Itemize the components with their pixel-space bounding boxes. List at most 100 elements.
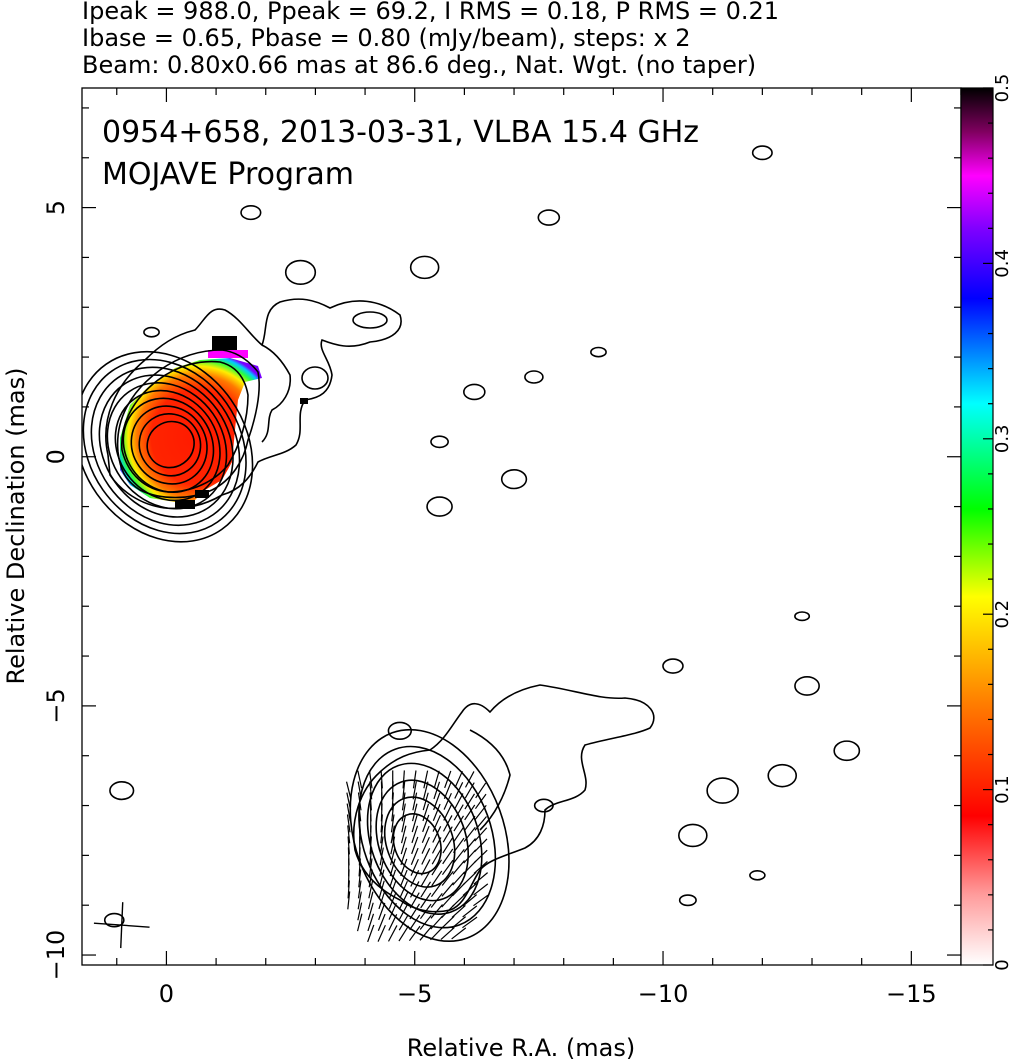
core-contour <box>122 397 215 494</box>
evpa-stick <box>473 860 488 874</box>
evpa-stick <box>464 782 475 799</box>
noise-contour <box>706 777 739 804</box>
x-tick-label: 0 <box>159 980 174 1008</box>
noise-contour <box>662 658 684 674</box>
evpa-stick <box>356 913 363 932</box>
evpa-stick <box>440 926 455 940</box>
core-contour-3 <box>121 360 249 493</box>
evpa-stick <box>462 882 477 896</box>
plot-frame <box>81 87 962 966</box>
noise-contour <box>833 740 861 762</box>
evpa-stick <box>462 905 478 918</box>
evpa-stick <box>463 849 477 864</box>
evpa-stick <box>411 836 419 855</box>
evpa-stick <box>410 858 419 876</box>
jet-ridge-contour <box>469 729 511 831</box>
noise-contour <box>678 823 708 848</box>
noise-contour <box>409 255 440 280</box>
evpa-stick <box>451 893 466 908</box>
evpa-vectors <box>345 770 489 943</box>
jet-contour <box>392 813 442 875</box>
evpa-stick <box>398 914 409 931</box>
evpa-stick <box>367 891 374 910</box>
evpa-stick <box>474 827 488 842</box>
evpa-stick <box>387 925 398 942</box>
evpa-stick <box>388 891 397 909</box>
evpa-stick <box>473 872 489 885</box>
evpa-stick <box>430 915 444 930</box>
evpa-stick <box>400 847 408 866</box>
noise-contour <box>533 798 554 813</box>
evpa-stick <box>399 869 408 887</box>
evpa-stick <box>411 803 418 822</box>
axis-ticks <box>82 88 962 965</box>
x-tick-label: −10 <box>638 980 689 1008</box>
evpa-stick <box>421 836 430 854</box>
polarization-edge-top2 <box>208 350 248 358</box>
evpa-stick <box>358 869 362 888</box>
evpa-stick <box>422 792 429 811</box>
evpa-stick <box>411 825 419 844</box>
noise-contour <box>143 326 160 338</box>
evpa-stick <box>409 914 421 931</box>
evpa-stick <box>422 814 430 833</box>
evpa-stick <box>390 814 395 833</box>
evpa-stick <box>346 792 352 811</box>
evpa-stick <box>347 880 350 899</box>
evpa-stick <box>378 869 385 888</box>
evpa-stick <box>380 814 383 833</box>
evpa-stick <box>389 880 397 899</box>
chart-subtitle: MOJAVE Program <box>102 157 354 192</box>
evpa-stick <box>453 804 464 821</box>
core-contour <box>138 413 202 477</box>
noise-contour <box>751 145 773 161</box>
evpa-stick <box>420 881 432 898</box>
evpa-stick <box>453 826 465 843</box>
evpa-stick <box>357 770 363 789</box>
evpa-stick <box>402 770 405 789</box>
noise-contour <box>524 370 544 384</box>
evpa-stick <box>463 826 476 842</box>
evpa-stick <box>358 858 361 877</box>
evpa-stick <box>430 926 444 941</box>
colorbar-tick-label: 0 <box>992 959 1013 970</box>
evpa-stick <box>412 770 417 789</box>
evpa-stick <box>410 847 419 865</box>
beam-marker <box>93 902 150 949</box>
noise-contour <box>678 894 697 907</box>
evpa-stick <box>462 871 477 886</box>
core-contour <box>130 405 208 485</box>
evpa-stick <box>451 904 466 918</box>
noise-contour <box>794 611 811 622</box>
axis-tick-labels: 0 −5 −10 −15 −10 −5 0 5 <box>42 200 937 1008</box>
evpa-stick <box>412 781 417 800</box>
evpa-stick <box>419 914 432 930</box>
evpa-stick <box>377 913 386 931</box>
evpa-stick <box>420 859 431 876</box>
core-envelope-contour <box>105 298 402 510</box>
evpa-stick <box>378 891 386 910</box>
colorbar-ticks <box>983 87 993 966</box>
evpa-stick <box>442 837 454 854</box>
evpa-stick <box>464 804 476 821</box>
core-contour-2 <box>116 349 260 499</box>
colorbar-tick-label: 0.1 <box>992 775 1013 804</box>
evpa-stick <box>464 793 476 810</box>
evpa-stick <box>389 847 396 866</box>
evpa-stick <box>400 836 407 855</box>
colorbar-tick-label: 0.5 <box>992 74 1013 103</box>
core-knot-contour-2 <box>352 311 388 329</box>
evpa-stick <box>441 893 455 908</box>
evpa-stick <box>420 870 431 887</box>
evpa-stick <box>345 781 352 800</box>
x-tick-label: −5 <box>397 980 432 1008</box>
evpa-stick <box>452 871 466 886</box>
evpa-stick <box>412 792 418 811</box>
evpa-stick <box>357 891 362 910</box>
evpa-stick <box>398 903 409 920</box>
evpa-stick <box>421 825 430 843</box>
evpa-stick <box>369 781 373 800</box>
noise-contour <box>590 346 607 358</box>
evpa-stick <box>357 902 363 921</box>
